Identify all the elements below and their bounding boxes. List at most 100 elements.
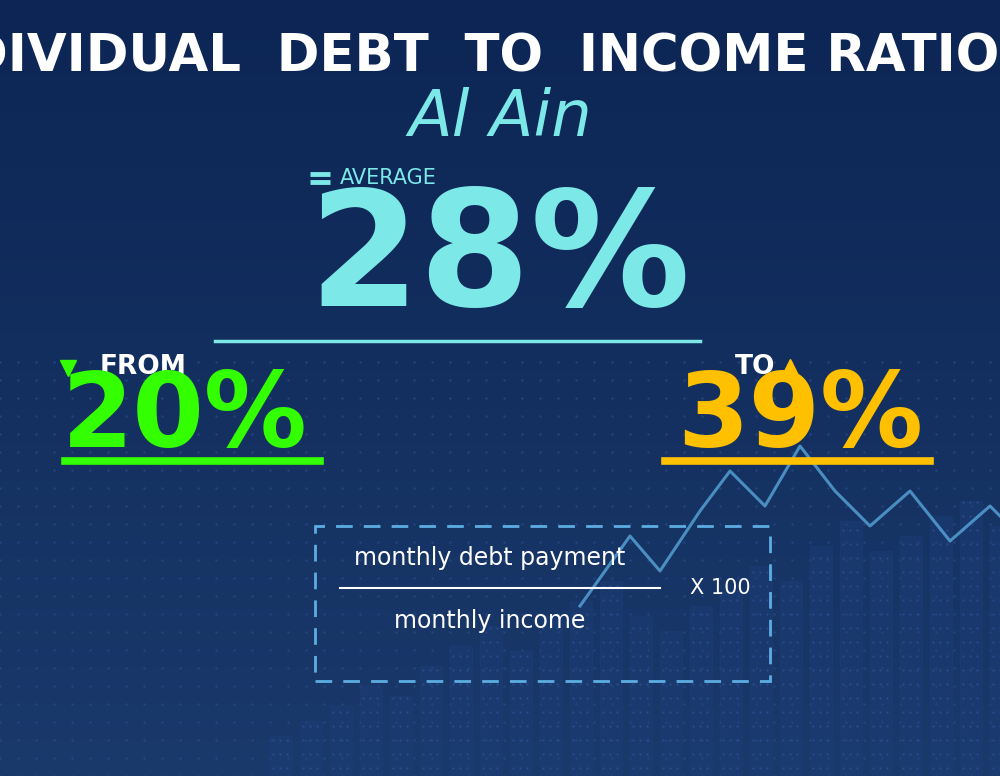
Bar (900, 536, 922, 776)
Bar (0, 398, 1000, 401)
Bar (0, 696, 1000, 698)
Bar (0, 611, 1000, 613)
Bar (0, 31, 1000, 33)
Bar (0, 708, 1000, 712)
Bar (0, 712, 1000, 714)
Bar (0, 429, 1000, 432)
Bar (0, 569, 1000, 572)
Bar (0, 546, 1000, 549)
Text: 20%: 20% (62, 368, 308, 469)
Bar (0, 639, 1000, 642)
Bar (0, 352, 1000, 355)
Bar (0, 646, 1000, 650)
Bar (0, 64, 1000, 68)
Bar (0, 483, 1000, 487)
Bar (0, 199, 1000, 202)
Bar (0, 421, 1000, 424)
Bar (840, 521, 862, 776)
Bar (0, 347, 1000, 349)
Bar (0, 62, 1000, 64)
Text: monthly debt payment: monthly debt payment (354, 546, 626, 570)
Bar (0, 334, 1000, 336)
Bar (0, 577, 1000, 580)
Bar (0, 419, 1000, 421)
Bar (0, 760, 1000, 763)
Text: TO: TO (735, 354, 776, 380)
Bar (0, 487, 1000, 489)
Bar (600, 581, 622, 776)
Bar (0, 215, 1000, 217)
Bar (510, 651, 532, 776)
Bar (0, 111, 1000, 114)
Bar (990, 526, 1000, 776)
Bar (0, 230, 1000, 233)
Bar (0, 137, 1000, 140)
Bar (0, 305, 1000, 308)
Bar (0, 119, 1000, 122)
Bar (0, 424, 1000, 427)
Bar (0, 339, 1000, 341)
Bar (0, 714, 1000, 716)
Bar (540, 616, 562, 776)
Bar (0, 194, 1000, 196)
Bar (0, 763, 1000, 766)
Text: Al Ain: Al Ain (408, 87, 592, 149)
Bar (0, 5, 1000, 8)
Bar (0, 285, 1000, 287)
Bar (0, 68, 1000, 70)
Bar (0, 328, 1000, 331)
Bar (0, 189, 1000, 192)
Bar (0, 326, 1000, 328)
Bar (0, 414, 1000, 417)
Bar (0, 279, 1000, 282)
Bar (270, 736, 292, 776)
Bar (0, 642, 1000, 644)
Bar (0, 8, 1000, 10)
Bar (570, 601, 592, 776)
Bar (0, 308, 1000, 310)
Bar (0, 272, 1000, 274)
Bar (0, 543, 1000, 546)
Bar (0, 518, 1000, 520)
Bar (0, 683, 1000, 685)
Bar (0, 21, 1000, 23)
Bar (0, 70, 1000, 72)
Bar (0, 698, 1000, 701)
Bar (0, 512, 1000, 514)
Bar (0, 463, 1000, 466)
Bar (0, 665, 1000, 667)
Bar (810, 546, 832, 776)
Bar (0, 44, 1000, 47)
Bar (0, 116, 1000, 119)
Bar (0, 184, 1000, 186)
Bar (0, 204, 1000, 207)
Bar (0, 667, 1000, 670)
Bar (0, 466, 1000, 468)
Bar (0, 186, 1000, 189)
Bar (0, 388, 1000, 390)
Bar (0, 701, 1000, 704)
Bar (0, 572, 1000, 574)
Bar (0, 114, 1000, 116)
Bar (0, 657, 1000, 660)
Bar (0, 673, 1000, 675)
Bar (0, 553, 1000, 556)
Bar (0, 130, 1000, 132)
Bar (0, 243, 1000, 246)
Bar (0, 126, 1000, 130)
Bar (0, 52, 1000, 54)
Bar (0, 41, 1000, 44)
Text: monthly income: monthly income (394, 609, 586, 633)
Bar (0, 39, 1000, 41)
Bar (0, 468, 1000, 471)
Bar (0, 652, 1000, 654)
Bar (0, 103, 1000, 106)
Bar (0, 747, 1000, 750)
Bar (0, 574, 1000, 577)
Bar (0, 507, 1000, 510)
Text: 28%: 28% (309, 183, 691, 338)
Bar (0, 644, 1000, 646)
Bar (0, 266, 1000, 269)
Bar (0, 47, 1000, 49)
Bar (0, 248, 1000, 251)
